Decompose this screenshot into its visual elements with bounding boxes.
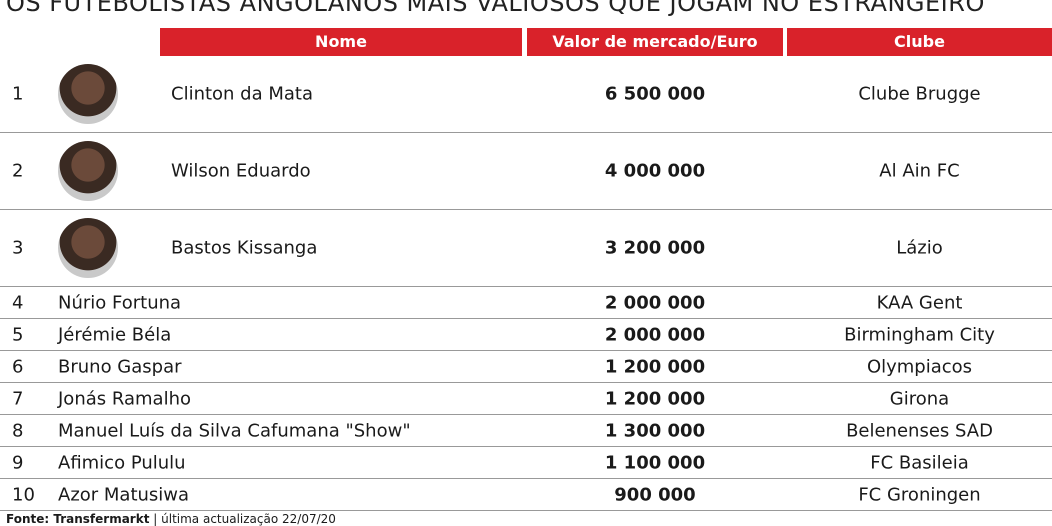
header-club: Clube xyxy=(787,28,1052,56)
market-value: 1 300 000 xyxy=(604,420,706,441)
club: Girona xyxy=(889,388,950,409)
market-value: 2 000 000 xyxy=(604,292,706,313)
source: Fonte: Transfermarkt xyxy=(6,512,150,526)
player-name: Wilson Eduardo xyxy=(171,160,311,182)
update: | última actualização 22/07/20 xyxy=(153,512,336,526)
market-value: 3 200 000 xyxy=(604,237,706,259)
table-row: 6 Bruno Gaspar 1 200 000 Olympiacos xyxy=(0,351,1052,383)
player-name: Bruno Gaspar xyxy=(58,356,182,377)
club: Clube Brugge xyxy=(858,83,981,105)
rank: 5 xyxy=(12,324,24,345)
rank: 3 xyxy=(12,237,24,259)
club: Lázio xyxy=(896,237,943,259)
market-value: 2 000 000 xyxy=(604,324,706,345)
table-row: 3 Bastos Kissanga 3 200 000 Lázio xyxy=(0,210,1052,287)
rank: 10 xyxy=(12,484,35,505)
header-name: Nome xyxy=(160,28,522,56)
club: Birmingham City xyxy=(844,324,995,345)
player-name: Núrio Fortuna xyxy=(58,292,182,313)
footer: Fonte: Transfermarkt | última actualizaç… xyxy=(6,512,336,526)
rank: 4 xyxy=(12,292,24,313)
table-row: 8 Manuel Luís da Silva Cafumana "Show" 1 3… xyxy=(0,415,1052,447)
player-photo xyxy=(58,64,118,124)
rank: 9 xyxy=(12,452,24,473)
market-value: 1 200 000 xyxy=(604,388,706,409)
player-name: Clinton da Mata xyxy=(171,83,314,105)
player-photo xyxy=(58,218,118,278)
header-value: Valor de mercado/Euro xyxy=(527,28,783,56)
table-row: 1 Clinton da Mata 6 500 000 Clube Brugge xyxy=(0,56,1052,133)
table-row: 5 Jérémie Béla 2 000 000 Birmingham City xyxy=(0,319,1052,351)
market-value: 1 100 000 xyxy=(604,452,706,473)
rank: 7 xyxy=(12,388,24,409)
table-row: 4 Núrio Fortuna 2 000 000 KAA Gent xyxy=(0,287,1052,319)
player-name: Jonás Ramalho xyxy=(58,388,191,409)
club: FC Groningen xyxy=(858,484,981,505)
club: Belenenses SAD xyxy=(846,420,993,441)
rank: 8 xyxy=(12,420,24,441)
club: Al Ain FC xyxy=(879,160,960,182)
player-photo xyxy=(58,141,118,201)
club: KAA Gent xyxy=(876,292,963,313)
player-name: Bastos Kissanga xyxy=(171,237,318,259)
title: OS FUTEBOLISTAS ANGOLANOS MAIS VALIOSOS … xyxy=(6,0,985,17)
market-value: 1 200 000 xyxy=(604,356,706,377)
market-value: 6 500 000 xyxy=(604,83,706,105)
table-row: 7 Jonás Ramalho 1 200 000 Girona xyxy=(0,383,1052,415)
rank: 1 xyxy=(12,83,24,105)
rank: 6 xyxy=(12,356,24,377)
table-row: 2 Wilson Eduardo 4 000 000 Al Ain FC xyxy=(0,133,1052,210)
player-name: Jérémie Béla xyxy=(58,324,172,345)
player-name: Afimico Pululu xyxy=(58,452,186,473)
market-value: 4 000 000 xyxy=(604,160,706,182)
rank: 2 xyxy=(12,160,24,182)
table-row: 10 Azor Matusiwa 900 000 FC Groningen xyxy=(0,479,1052,511)
table-row: 9 Afimico Pululu 1 100 000 FC Basileia xyxy=(0,447,1052,479)
club: Olympiacos xyxy=(866,356,973,377)
market-value: 900 000 xyxy=(614,484,696,505)
player-name: Azor Matusiwa xyxy=(58,484,190,505)
player-name: Manuel Luís da Silva Cafumana "Show" xyxy=(58,420,411,441)
club: FC Basileia xyxy=(870,452,969,473)
